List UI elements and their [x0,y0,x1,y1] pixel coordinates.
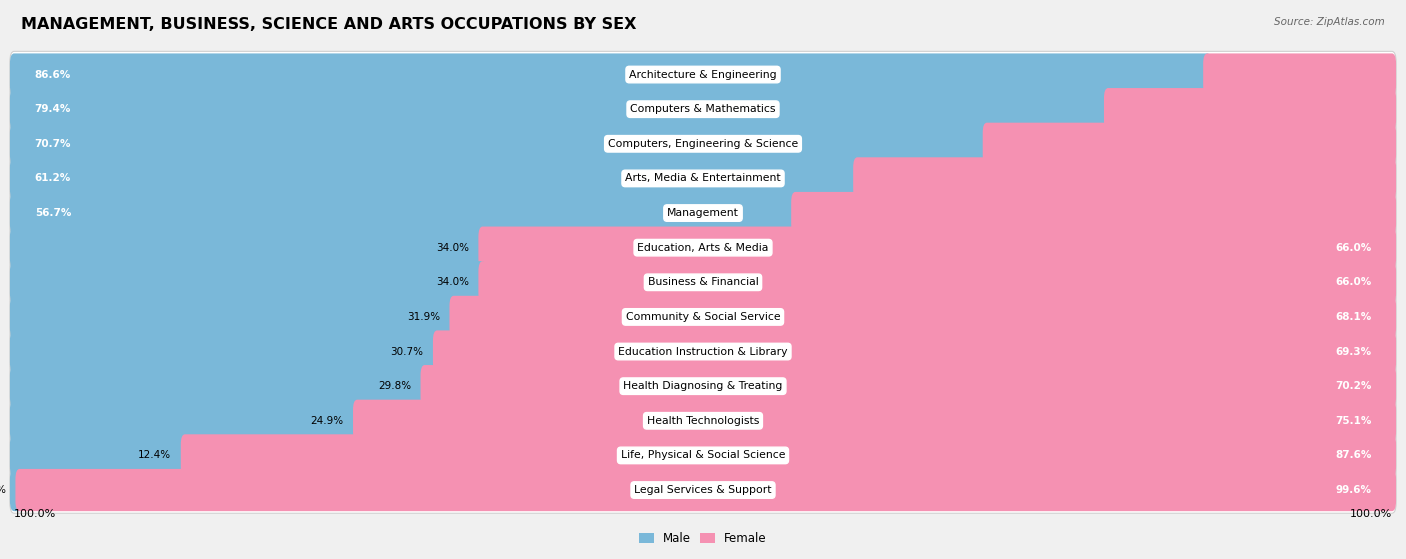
FancyBboxPatch shape [10,397,1396,444]
FancyBboxPatch shape [983,122,1396,165]
FancyBboxPatch shape [10,259,1396,305]
Text: Management: Management [666,208,740,218]
Text: 68.1%: 68.1% [1336,312,1371,322]
Text: 24.9%: 24.9% [311,416,343,426]
Text: 100.0%: 100.0% [1350,509,1392,519]
FancyBboxPatch shape [10,434,188,476]
Text: Legal Services & Support: Legal Services & Support [634,485,772,495]
FancyBboxPatch shape [792,192,1396,234]
Legend: Male, Female: Male, Female [634,528,772,550]
Text: 61.2%: 61.2% [35,173,70,183]
Text: 70.2%: 70.2% [1334,381,1371,391]
FancyBboxPatch shape [10,155,1396,202]
Text: MANAGEMENT, BUSINESS, SCIENCE AND ARTS OCCUPATIONS BY SEX: MANAGEMENT, BUSINESS, SCIENCE AND ARTS O… [21,17,637,32]
Text: Community & Social Service: Community & Social Service [626,312,780,322]
Text: Health Technologists: Health Technologists [647,416,759,426]
Text: 75.1%: 75.1% [1334,416,1371,426]
FancyBboxPatch shape [10,469,24,511]
Text: Arts, Media & Entertainment: Arts, Media & Entertainment [626,173,780,183]
FancyBboxPatch shape [478,261,1396,304]
FancyBboxPatch shape [10,432,1396,479]
FancyBboxPatch shape [10,261,486,304]
FancyBboxPatch shape [10,365,429,408]
FancyBboxPatch shape [10,121,1396,167]
Text: Education Instruction & Library: Education Instruction & Library [619,347,787,357]
Text: 66.0%: 66.0% [1336,277,1371,287]
FancyBboxPatch shape [10,54,1212,96]
Text: Computers & Mathematics: Computers & Mathematics [630,104,776,114]
FancyBboxPatch shape [10,122,993,165]
Text: 70.7%: 70.7% [35,139,72,149]
Text: 31.9%: 31.9% [406,312,440,322]
Text: Health Diagnosing & Treating: Health Diagnosing & Treating [623,381,783,391]
Text: 99.6%: 99.6% [1336,485,1371,495]
Text: 100.0%: 100.0% [14,509,56,519]
Text: Business & Financial: Business & Financial [648,277,758,287]
FancyBboxPatch shape [433,330,1396,373]
FancyBboxPatch shape [1204,54,1396,96]
FancyBboxPatch shape [10,328,1396,375]
Text: 56.7%: 56.7% [35,208,72,218]
Text: 69.3%: 69.3% [1336,347,1371,357]
Text: 34.0%: 34.0% [436,277,468,287]
FancyBboxPatch shape [10,225,1396,271]
Text: Life, Physical & Social Science: Life, Physical & Social Science [621,451,785,461]
FancyBboxPatch shape [10,400,361,442]
FancyBboxPatch shape [10,51,1396,98]
FancyBboxPatch shape [10,293,1396,340]
Text: Architecture & Engineering: Architecture & Engineering [630,69,776,79]
Text: 12.4%: 12.4% [138,451,172,461]
FancyBboxPatch shape [181,434,1396,476]
Text: 79.4%: 79.4% [35,104,72,114]
FancyBboxPatch shape [10,363,1396,409]
Text: 30.7%: 30.7% [391,347,423,357]
FancyBboxPatch shape [15,469,1396,511]
FancyBboxPatch shape [478,226,1396,269]
FancyBboxPatch shape [10,88,1112,130]
FancyBboxPatch shape [10,330,441,373]
FancyBboxPatch shape [420,365,1396,408]
FancyBboxPatch shape [10,86,1396,132]
FancyBboxPatch shape [10,226,486,269]
FancyBboxPatch shape [853,157,1396,200]
Text: Education, Arts & Media: Education, Arts & Media [637,243,769,253]
FancyBboxPatch shape [10,296,458,338]
Text: 29.8%: 29.8% [378,381,411,391]
FancyBboxPatch shape [1104,88,1396,130]
Text: 87.6%: 87.6% [1334,451,1371,461]
FancyBboxPatch shape [10,190,1396,236]
FancyBboxPatch shape [450,296,1396,338]
Text: Computers, Engineering & Science: Computers, Engineering & Science [607,139,799,149]
Text: Source: ZipAtlas.com: Source: ZipAtlas.com [1274,17,1385,27]
FancyBboxPatch shape [10,192,800,234]
Text: 0.45%: 0.45% [0,485,7,495]
Text: 34.0%: 34.0% [436,243,468,253]
Text: 66.0%: 66.0% [1336,243,1371,253]
FancyBboxPatch shape [10,157,862,200]
FancyBboxPatch shape [10,467,1396,513]
FancyBboxPatch shape [353,400,1396,442]
Text: 86.6%: 86.6% [35,69,70,79]
